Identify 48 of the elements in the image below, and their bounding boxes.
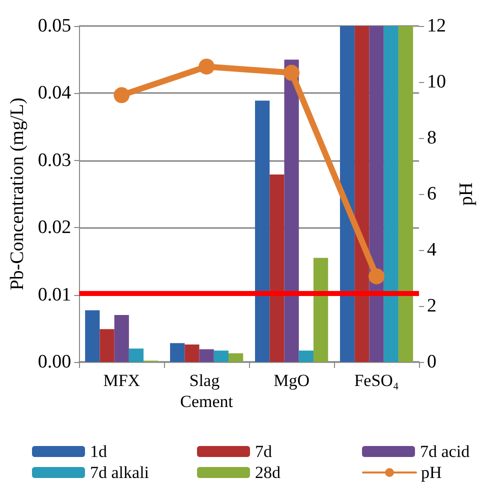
bar	[284, 60, 299, 362]
y2-tick-label: 10	[427, 72, 446, 92]
bar	[313, 258, 328, 362]
point	[114, 87, 130, 104]
y2-tick-label: 0	[427, 352, 436, 372]
point	[284, 64, 300, 81]
bar	[228, 353, 244, 362]
bar	[184, 344, 200, 362]
legend-label: 7d alkali	[90, 463, 150, 482]
y-tick-label: 0.00	[38, 352, 72, 372]
bar	[100, 329, 114, 362]
bar	[114, 314, 129, 362]
y2-tick-label: 12	[427, 16, 446, 36]
bar	[255, 100, 270, 362]
x-tick-label: MgO	[274, 371, 310, 390]
bar	[170, 343, 185, 362]
point	[198, 58, 215, 75]
bar	[128, 348, 144, 362]
y2-tick-label: 8	[427, 128, 436, 148]
bar	[270, 174, 284, 362]
bar	[214, 350, 229, 362]
y-tick-label: 0.04	[38, 82, 72, 104]
legend-label: 28d	[255, 463, 281, 482]
x-tick-label: FeSO₄	[354, 371, 399, 390]
bar	[85, 310, 100, 362]
y2-tick-label: 4	[427, 240, 437, 260]
y2-tick-label: 6	[427, 184, 436, 204]
y2-axis-title: pH	[456, 182, 477, 206]
legend-label: pH	[421, 463, 442, 482]
point	[368, 268, 385, 284]
y-tick-label: 0.02	[38, 217, 72, 238]
legend-label: 1d	[90, 442, 108, 461]
legend-label: 7d	[255, 442, 272, 461]
bar	[199, 349, 214, 362]
x-tick-label: MFX	[103, 371, 140, 390]
bar	[354, 26, 370, 362]
y-tick-label: 0.03	[38, 150, 72, 171]
y-axis-title: Pb-Concentration (mg/L)	[7, 98, 28, 290]
bar	[398, 26, 414, 362]
y-tick-label: 0.05	[38, 16, 72, 36]
bar	[340, 26, 355, 362]
bar	[298, 350, 314, 362]
y2-tick-label: 2	[427, 296, 436, 316]
legend-label: 7d acid	[420, 442, 470, 461]
bar	[369, 26, 384, 362]
y-tick-label: 0.01	[38, 284, 72, 306]
x-tick-label: Slag Cement	[180, 371, 234, 411]
bar	[384, 26, 398, 362]
